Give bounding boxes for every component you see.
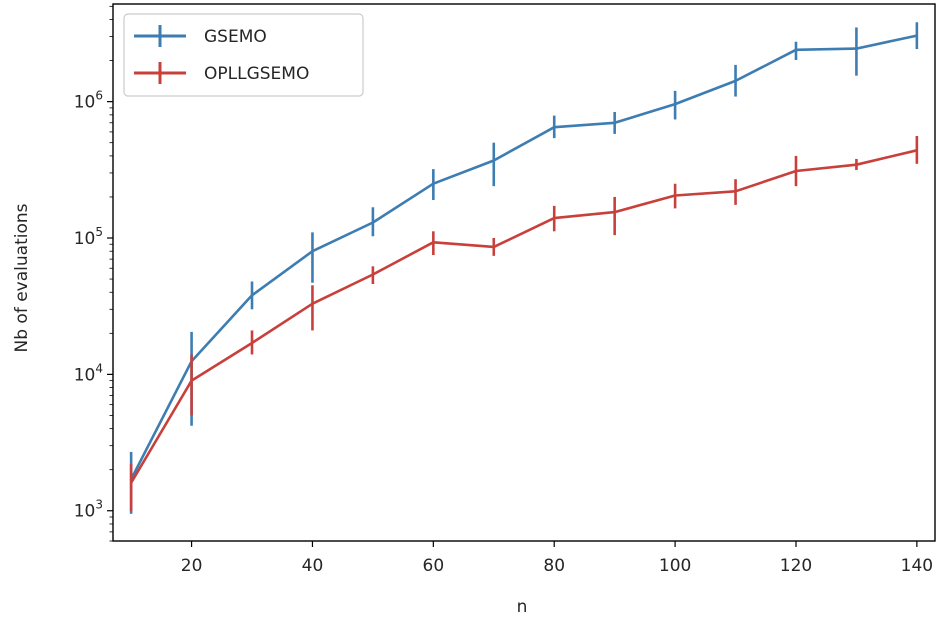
legend-entry-opllgsemo: OPLLGSEMO bbox=[134, 62, 309, 84]
x-tick-label-140: 140 bbox=[901, 556, 933, 576]
series-opllgsemo bbox=[129, 135, 919, 511]
legend-entry-gsemo: GSEMO bbox=[134, 25, 267, 47]
legend-label-opllgsemo: OPLLGSEMO bbox=[204, 64, 309, 84]
legend: GSEMO OPLLGSEMO bbox=[123, 13, 364, 97]
legend-label-gsemo: GSEMO bbox=[204, 27, 267, 47]
y-tick-label-100000: 105 bbox=[74, 225, 103, 249]
x-tick-label-120: 120 bbox=[780, 556, 812, 576]
x-tick-label-40: 40 bbox=[302, 556, 324, 576]
series-line-gsemo bbox=[129, 34, 918, 480]
axis-ticks: 20 40 60 80 100 120 140 103 104 105 106 bbox=[74, 5, 933, 576]
series-layer bbox=[129, 22, 919, 514]
x-axis-label: n bbox=[517, 597, 528, 617]
y-axis-label: Nb of evaluations bbox=[12, 203, 32, 352]
y-tick-label-1000000: 106 bbox=[74, 89, 103, 113]
x-tick-label-100: 100 bbox=[659, 556, 691, 576]
y-tick-label-1000: 103 bbox=[74, 498, 103, 522]
y-tick-label-10000: 104 bbox=[74, 361, 103, 385]
x-tick-label-60: 60 bbox=[423, 556, 445, 576]
series-gsemo bbox=[129, 22, 919, 514]
x-tick-label-80: 80 bbox=[543, 556, 565, 576]
series-line-opllgsemo bbox=[129, 149, 918, 484]
x-tick-label-20: 20 bbox=[181, 556, 203, 576]
plot-frame bbox=[112, 3, 936, 542]
